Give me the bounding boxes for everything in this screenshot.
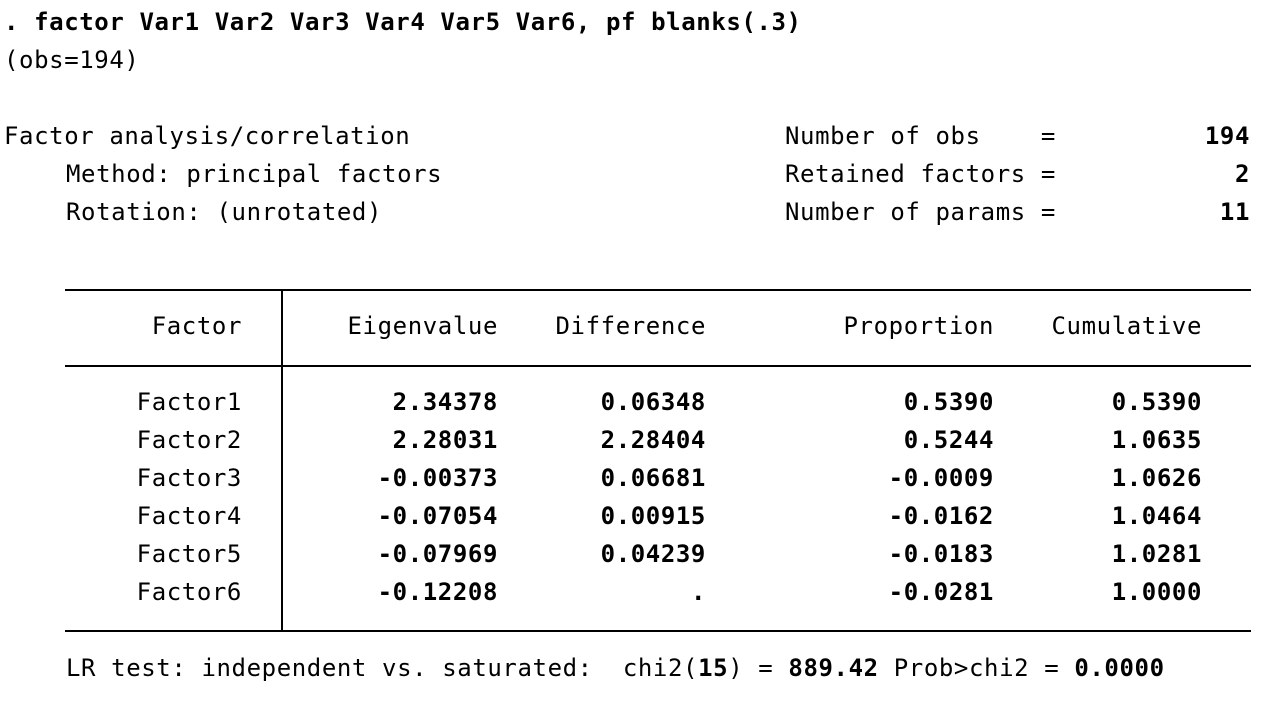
stat-label-params: Number of params = [785,198,1056,226]
cell-factor: Factor5 [136,540,242,568]
cell-cumulative: 1.0635 [1111,426,1202,454]
cell-proportion: -0.0162 [888,502,994,530]
cell-proportion: -0.0009 [888,464,994,492]
obs-note: (obs=194) [4,46,140,74]
cell-difference: . [690,578,706,606]
cell-factor: Factor4 [136,502,242,530]
analysis-title: Factor analysis/correlation [4,122,411,150]
cell-factor: Factor1 [136,388,242,416]
lr-test-label: LR test: independent vs. saturated: chi2… [66,654,699,682]
cell-difference: 0.06348 [600,388,706,416]
lr-test-df: 15 [698,654,729,682]
cell-proportion: -0.0281 [888,578,994,606]
cell-proportion: 0.5244 [903,426,994,454]
table-bottom-rule [65,630,1251,632]
cell-factor: Factor3 [136,464,242,492]
cell-eigenvalue: -0.07969 [377,540,498,568]
cell-difference: 2.28404 [600,426,706,454]
lr-test-prob-label: Prob>chi2 = [878,654,1075,682]
cell-eigenvalue: 2.28031 [392,426,498,454]
lr-test-eq: ) = [728,654,789,682]
cell-proportion: -0.0183 [888,540,994,568]
col-header-difference: Difference [555,312,706,340]
lr-test-prob: 0.0000 [1074,654,1165,682]
cell-cumulative: 1.0000 [1111,578,1202,606]
stat-value-obs: 194 [1204,122,1250,150]
cell-difference: 0.04239 [600,540,706,568]
stat-value-retained: 2 [1234,160,1250,188]
lr-test-chi2: 889.42 [788,654,879,682]
table-column-divider [281,291,283,632]
rotation-line: Rotation: (unrotated) [66,198,383,226]
cell-eigenvalue: -0.12208 [377,578,498,606]
col-header-eigenvalue: Eigenvalue [347,312,498,340]
stat-value-params: 11 [1219,198,1250,226]
col-header-cumulative: Cumulative [1051,312,1202,340]
cell-cumulative: 1.0626 [1111,464,1202,492]
cell-cumulative: 1.0464 [1111,502,1202,530]
cell-factor: Factor2 [136,426,242,454]
lr-test-line: LR test: independent vs. saturated: chi2… [66,654,1165,682]
cell-factor: Factor6 [136,578,242,606]
cell-eigenvalue: 2.34378 [392,388,498,416]
cell-eigenvalue: -0.00373 [377,464,498,492]
command-line: . factor Var1 Var2 Var3 Var4 Var5 Var6, … [4,8,802,36]
cell-difference: 0.00915 [600,502,706,530]
col-header-proportion: Proportion [843,312,994,340]
stat-label-retained: Retained factors = [785,160,1056,188]
stat-label-obs: Number of obs = [785,122,1056,150]
method-line: Method: principal factors [66,160,443,188]
cell-eigenvalue: -0.07054 [377,502,498,530]
col-header-factor: Factor [151,312,242,340]
table-header-rule [65,365,1251,367]
cell-cumulative: 0.5390 [1111,388,1202,416]
cell-difference: 0.06681 [600,464,706,492]
table-top-rule [65,289,1251,291]
cell-proportion: 0.5390 [903,388,994,416]
cell-cumulative: 1.0281 [1111,540,1202,568]
